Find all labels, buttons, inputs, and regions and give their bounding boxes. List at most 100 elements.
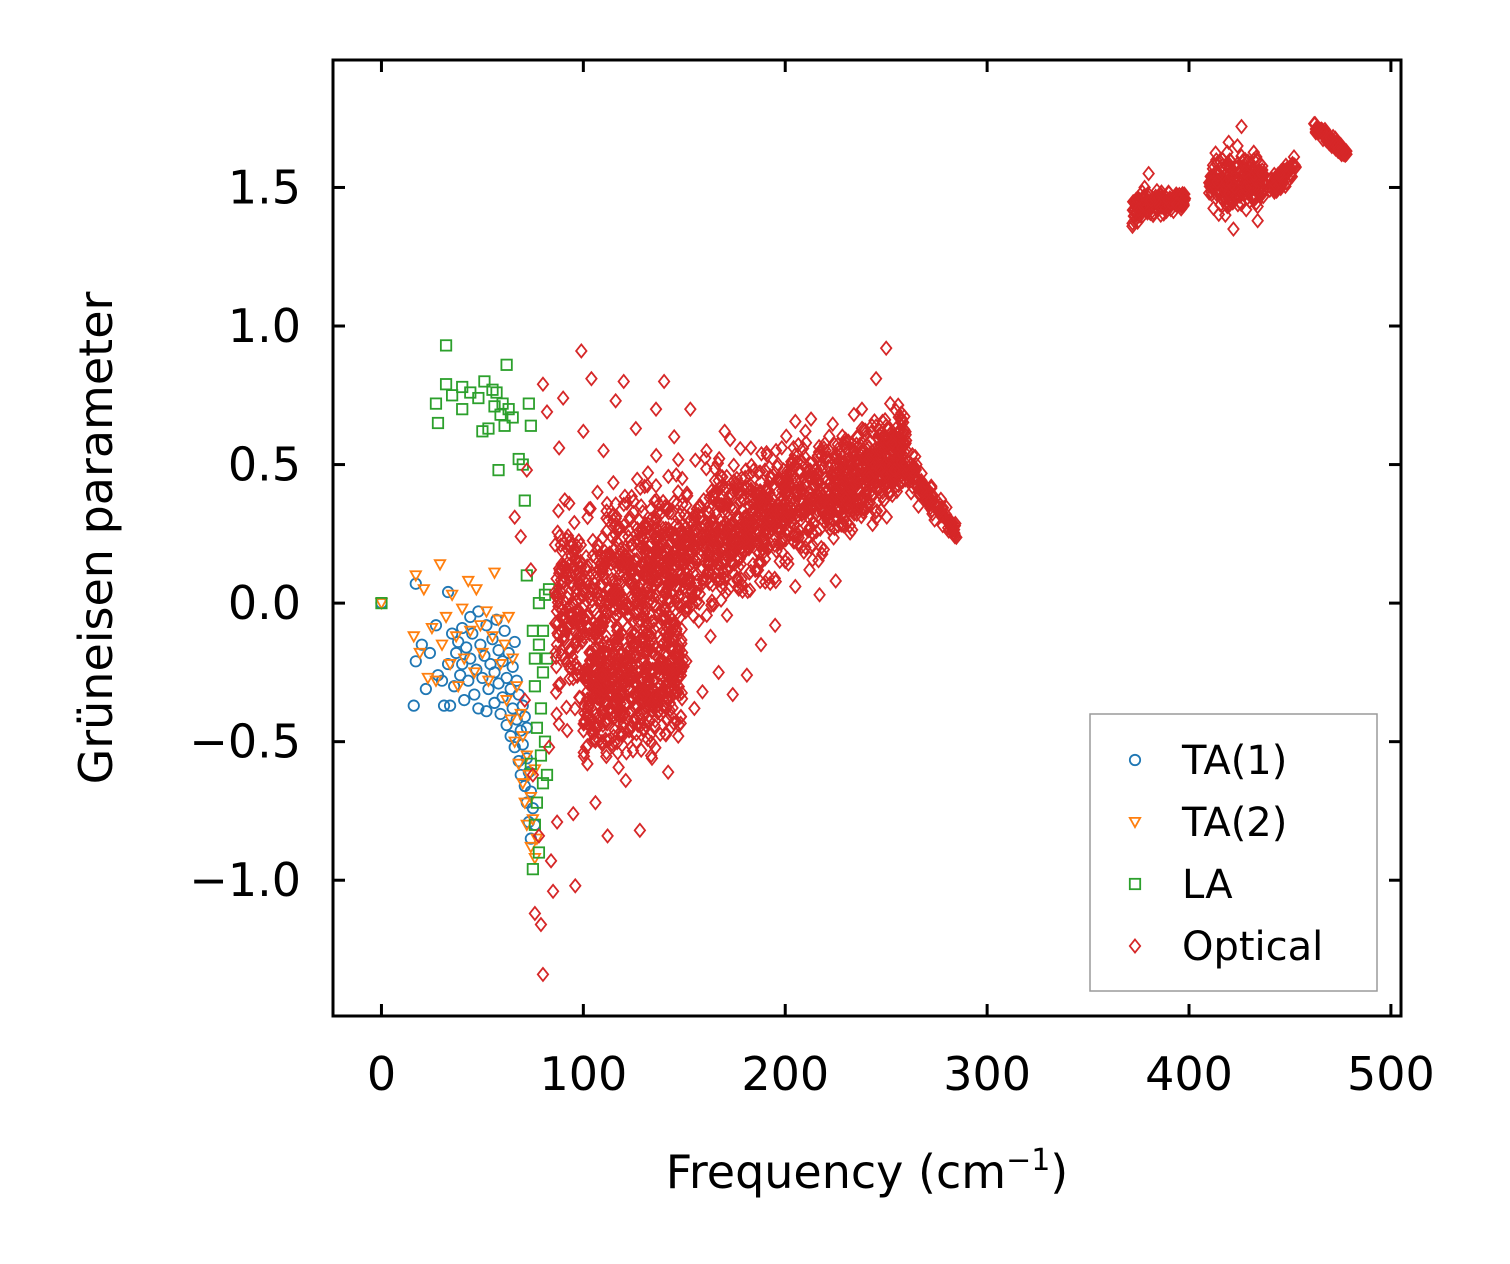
- data-point: [783, 465, 797, 482]
- data-point: [665, 504, 678, 521]
- data-point: [920, 492, 933, 509]
- legend-marker: [1128, 753, 1142, 767]
- data-point: [936, 517, 950, 534]
- data-point: [421, 672, 435, 685]
- data-point: [530, 796, 544, 809]
- data-point: [560, 560, 574, 577]
- data-point: [550, 814, 564, 830]
- data-point: [683, 557, 697, 574]
- data-point: [508, 741, 521, 754]
- legend-marker: [1128, 816, 1142, 830]
- data-point: [461, 575, 475, 589]
- data-point: [769, 442, 783, 459]
- data-point: [774, 473, 788, 490]
- data-point: [526, 766, 540, 783]
- data-point: [540, 768, 554, 782]
- data-point: [633, 480, 647, 497]
- data-point: [627, 711, 641, 728]
- data-point: [1273, 168, 1287, 185]
- data-point: [656, 563, 670, 580]
- data-point: [462, 674, 475, 687]
- data-point: [680, 487, 694, 504]
- data-point: [719, 514, 733, 531]
- data-point: [429, 397, 443, 410]
- legend-marker: [1128, 938, 1142, 954]
- data-point: [588, 639, 601, 656]
- data-point: [651, 693, 665, 709]
- data-point: [873, 459, 887, 476]
- data-point: [640, 644, 653, 661]
- data-point: [753, 573, 767, 590]
- data-point: [641, 731, 655, 748]
- data-point: [750, 534, 764, 551]
- data-point: [654, 537, 668, 553]
- data-point: [644, 607, 658, 624]
- data-point: [730, 470, 744, 487]
- data-point: [666, 566, 679, 582]
- data-point: [629, 553, 643, 570]
- data-point: [532, 638, 546, 651]
- data-point: [542, 739, 556, 756]
- data-point: [568, 877, 582, 894]
- data-point: [637, 686, 651, 703]
- data-point: [490, 386, 503, 399]
- data-point: [630, 733, 643, 750]
- data-point: [563, 670, 576, 687]
- data-point: [567, 614, 581, 631]
- data-point: [623, 512, 637, 528]
- data-point: [512, 688, 525, 701]
- data-point: [594, 644, 607, 661]
- data-point: [692, 506, 705, 523]
- data-point: [458, 694, 471, 707]
- data-point: [1224, 193, 1237, 210]
- data-point: [530, 721, 544, 734]
- data-point: [457, 653, 471, 666]
- data-point: [1288, 157, 1301, 173]
- data-point: [737, 491, 751, 508]
- data-point: [536, 376, 550, 393]
- data-point: [632, 637, 646, 654]
- data-point: [856, 504, 870, 521]
- data-point: [636, 690, 649, 707]
- data-point: [1177, 186, 1191, 203]
- data-point: [475, 647, 490, 661]
- data-point: [647, 681, 661, 698]
- data-point: [637, 605, 651, 622]
- data-point: [486, 383, 499, 396]
- data-point: [431, 416, 445, 430]
- data-point: [805, 524, 819, 541]
- data-point: [580, 561, 593, 578]
- data-point: [736, 583, 749, 600]
- data-point: [514, 528, 528, 545]
- data-point: [532, 827, 546, 844]
- data-point: [1220, 174, 1233, 191]
- data-point: [679, 574, 693, 591]
- data-point: [443, 699, 457, 712]
- data-point: [896, 446, 909, 463]
- data-point: [485, 631, 500, 644]
- data-point: [890, 483, 904, 500]
- data-point: [594, 586, 607, 603]
- data-point: [522, 397, 535, 410]
- data-point: [506, 660, 519, 673]
- data-point: [566, 805, 580, 822]
- data-point: [873, 442, 887, 459]
- data-point: [528, 680, 541, 693]
- data-point: [739, 530, 753, 547]
- data-point: [518, 692, 532, 709]
- x-tick-label: 300: [943, 1047, 1031, 1101]
- data-point: [608, 695, 622, 712]
- data-point: [572, 602, 586, 619]
- data-point: [769, 573, 783, 590]
- data-point: [689, 520, 703, 537]
- data-point: [613, 705, 627, 722]
- data-point: [726, 565, 740, 582]
- data-point: [554, 642, 568, 659]
- data-point: [592, 732, 606, 749]
- data-point: [657, 662, 671, 679]
- data-point: [526, 863, 539, 876]
- data-point: [522, 769, 536, 782]
- data-point: [733, 440, 747, 457]
- data-point: [748, 502, 762, 518]
- data-point: [802, 522, 815, 539]
